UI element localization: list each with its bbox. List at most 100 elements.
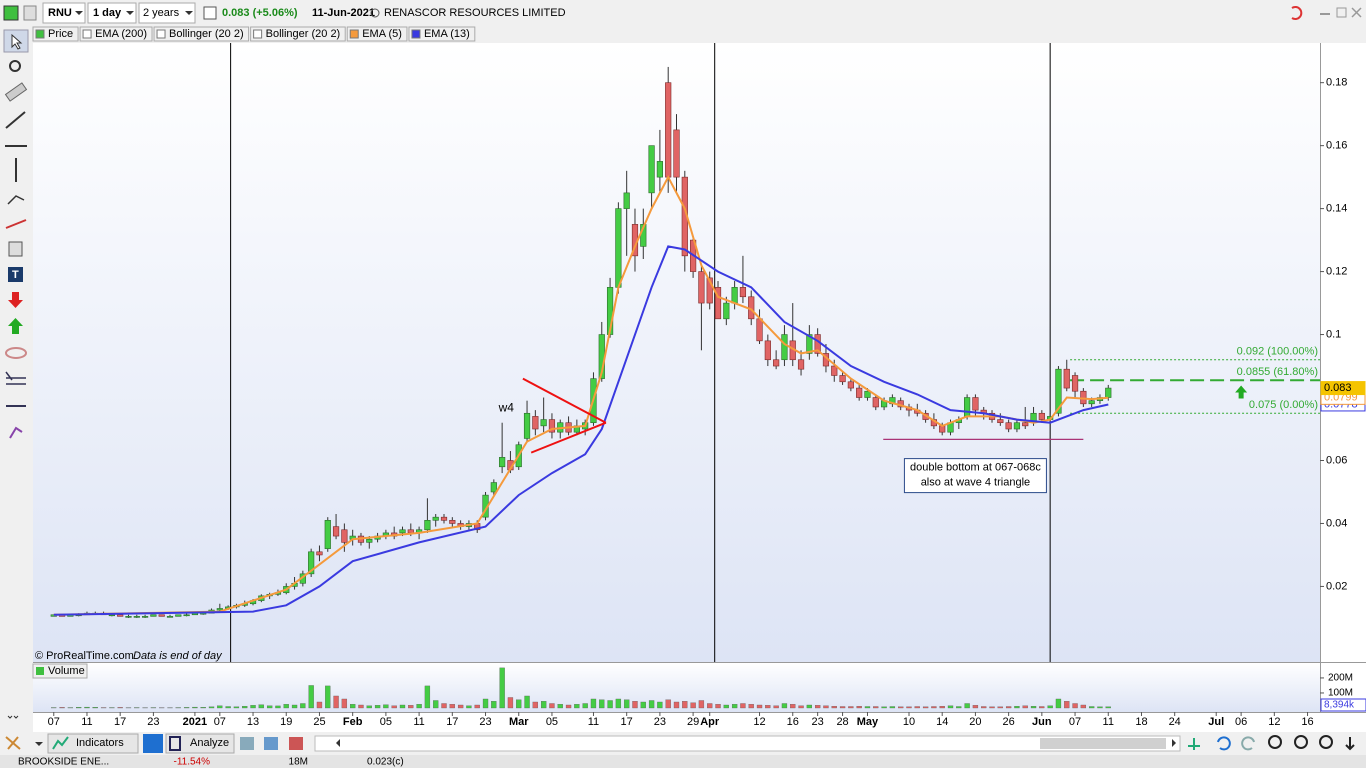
dropdown: [75, 11, 83, 15]
interval-box[interactable]: [87, 2, 137, 24]
top-toolbar: [0, 0, 1366, 26]
candle-body: [714, 287, 722, 320]
pattern-tool[interactable]: [9, 426, 23, 439]
volume-bar: [864, 706, 871, 709]
redo[interactable]: [1241, 736, 1255, 751]
candle-body: [316, 551, 323, 556]
volume-bar: [889, 706, 896, 709]
x-tick-label: Apr: [700, 716, 720, 728]
candle-body: [449, 520, 456, 524]
x-tick-label: 07: [1069, 716, 1081, 728]
period[interactable]: 2 years: [143, 7, 180, 19]
indicators-label[interactable]: Indicators: [76, 737, 124, 749]
volume-bar: [92, 707, 98, 709]
close[interactable]: [1351, 7, 1362, 18]
volume-bar: [399, 704, 406, 709]
quote-date: 11-Jun-2021: [312, 7, 375, 19]
candle-body: [158, 614, 165, 617]
candle-body: [523, 412, 531, 439]
legend-box[interactable]: [408, 26, 476, 42]
x-tick-label: 14: [936, 716, 948, 728]
fib-tool[interactable]: [5, 371, 26, 385]
x-tick-label: 23: [479, 716, 491, 728]
legend-label[interactable]: EMA (13): [424, 28, 470, 40]
scroll-thumb[interactable]: [1040, 738, 1166, 749]
share-button[interactable]: [143, 734, 163, 753]
note-line: also at wave 4 triangle: [921, 477, 1030, 489]
sync-icon[interactable]: [1291, 6, 1303, 20]
tool-button[interactable]: [240, 737, 254, 750]
zoom-out[interactable]: [1294, 735, 1308, 749]
tool-button[interactable]: [289, 737, 303, 750]
collapse[interactable]: [7, 715, 19, 719]
candle-body: [399, 529, 406, 534]
analyze-label[interactable]: Analyze: [190, 737, 229, 749]
period-box[interactable]: [138, 2, 196, 24]
analyze-button[interactable]: [165, 733, 235, 754]
scroll-end[interactable]: [1345, 737, 1355, 751]
dropdown: [35, 742, 43, 746]
volume-bar: [723, 704, 729, 709]
scrollbar[interactable]: [314, 735, 1181, 752]
hv-line-tool[interactable]: [5, 145, 27, 182]
legend-box[interactable]: [346, 26, 408, 42]
tool-button[interactable]: [264, 737, 278, 750]
legend-box[interactable]: [250, 26, 346, 42]
trash-tool[interactable]: [8, 241, 23, 257]
x-tick-label: 2021: [183, 716, 207, 728]
channel-tool[interactable]: [5, 219, 27, 229]
volume-bar: [947, 705, 954, 709]
legend-label[interactable]: EMA (5): [362, 28, 402, 40]
volume-bar: [806, 704, 813, 709]
copyright: © ProRealTime.com: [35, 650, 134, 662]
trendline: [530, 421, 607, 454]
legend-box[interactable]: [153, 26, 250, 42]
volume-bar: [391, 705, 397, 709]
legend-label[interactable]: EMA (200): [95, 28, 147, 40]
legend-box[interactable]: [79, 26, 153, 42]
volume-bar: [781, 703, 788, 709]
sell-arrow-tool[interactable]: [8, 292, 23, 308]
zoom-fit[interactable]: [1268, 735, 1282, 749]
ellipse-tool[interactable]: [5, 347, 27, 359]
volume-bar: [972, 705, 979, 709]
note-box: [903, 458, 1047, 494]
window-icon: [23, 5, 37, 21]
ema-line: [53, 245, 1109, 616]
x-tick-label: 05: [546, 716, 558, 728]
buy-arrow-tool[interactable]: [8, 318, 23, 334]
indicators-button[interactable]: [47, 733, 139, 754]
symbol-box[interactable]: [42, 2, 86, 24]
candle-body: [440, 516, 448, 521]
candle-body: [424, 520, 431, 531]
symbol[interactable]: RNU: [48, 7, 72, 19]
tool-button[interactable]: [1188, 738, 1200, 750]
candle-body: [1038, 412, 1045, 420]
legend-label[interactable]: Bollinger (20 2): [266, 28, 341, 40]
volume-bar: [590, 698, 597, 709]
volume-bar: [798, 705, 804, 709]
y-tick-label: 0.14: [1326, 203, 1347, 215]
zoom-in[interactable]: [1319, 735, 1333, 749]
text-tool[interactable]: [8, 267, 23, 282]
line-tool[interactable]: [5, 111, 26, 129]
polyline-tool[interactable]: [7, 195, 25, 205]
y-tick-label: 0.02: [1326, 580, 1347, 592]
tools-icon[interactable]: [5, 736, 21, 750]
legend-label[interactable]: Price: [48, 28, 73, 40]
volume-bar: [1072, 703, 1078, 709]
volume-bar: [898, 706, 904, 709]
interval[interactable]: 1 day: [93, 7, 122, 19]
volume-bar: [333, 695, 339, 709]
legend-label[interactable]: Bollinger (20 2): [169, 28, 244, 40]
x-tick-label: 12: [1268, 716, 1280, 728]
x-tick-label: 07: [48, 716, 60, 728]
volume-bar: [648, 700, 655, 709]
ruler-tool[interactable]: [4, 82, 28, 102]
legend-swatch: [82, 29, 92, 39]
maximize[interactable]: [1336, 7, 1347, 18]
volume-bar: [316, 701, 323, 709]
undo[interactable]: [1217, 736, 1231, 751]
candle-body: [864, 390, 871, 398]
zoom-tool[interactable]: [9, 60, 21, 72]
